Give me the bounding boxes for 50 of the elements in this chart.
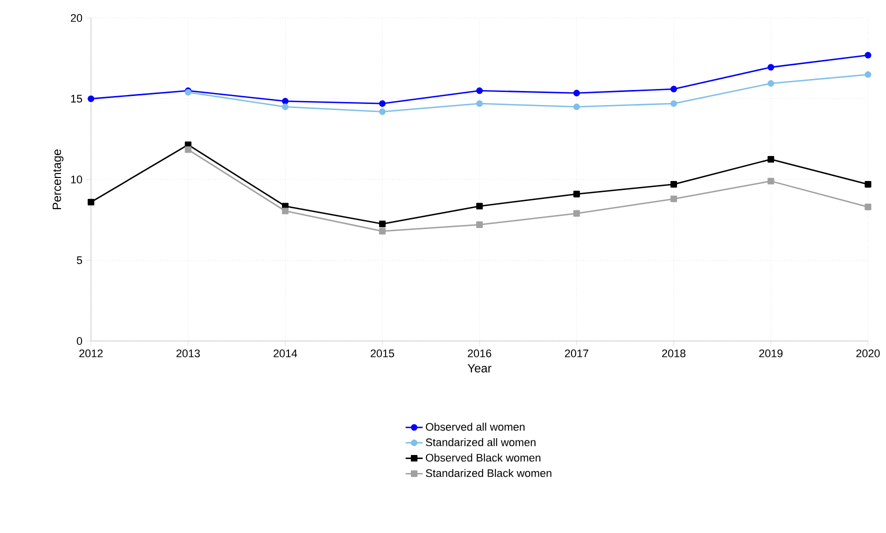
point	[864, 71, 872, 78]
legend-label: Standarized Black women	[426, 468, 552, 478]
point	[670, 86, 678, 92]
point	[476, 202, 483, 210]
x-tick-label: 2016	[468, 350, 492, 358]
point	[476, 221, 483, 228]
x-axis-title: Year	[468, 364, 492, 372]
point	[379, 220, 386, 228]
y-tick-label: 0	[76, 337, 82, 345]
point	[864, 181, 872, 188]
x-tick-label: 2018	[662, 350, 686, 358]
point	[379, 108, 386, 115]
y-tick-label: 15	[71, 94, 82, 103]
x-tick-label: 2017	[564, 350, 588, 358]
point	[282, 104, 289, 110]
y-axis-title: Percentage	[52, 149, 64, 210]
point	[573, 90, 580, 96]
x-tick-label: 2019	[759, 350, 783, 358]
y-tick-label: 20	[70, 14, 82, 22]
point	[670, 100, 678, 107]
point	[768, 80, 774, 87]
point	[282, 208, 289, 214]
point	[670, 181, 678, 188]
point	[864, 52, 872, 58]
x-tick-label: 2015	[370, 350, 394, 358]
point	[573, 210, 580, 217]
point	[476, 100, 483, 107]
x-tick-label: 2014	[274, 350, 298, 358]
point	[282, 98, 289, 104]
y-tick-label: 10	[71, 176, 82, 184]
point	[768, 64, 774, 71]
point	[670, 196, 678, 202]
point	[476, 87, 483, 94]
y-tick-label: 5	[76, 256, 82, 264]
point	[864, 204, 872, 210]
legend-label: Observed all women	[426, 422, 524, 431]
point	[573, 190, 580, 198]
point	[379, 100, 386, 107]
point	[88, 198, 94, 206]
point	[88, 95, 94, 102]
point	[379, 228, 386, 234]
legend-label: Standarized all women	[426, 438, 536, 446]
point	[184, 146, 192, 153]
x-tick-label: 2013	[176, 350, 200, 358]
x-tick-label: 2012	[79, 350, 103, 358]
point	[573, 104, 580, 110]
point	[768, 156, 774, 163]
x-tick-label: 2020	[856, 350, 880, 358]
point	[768, 178, 774, 184]
legend-label: Observed Black women	[426, 454, 540, 462]
